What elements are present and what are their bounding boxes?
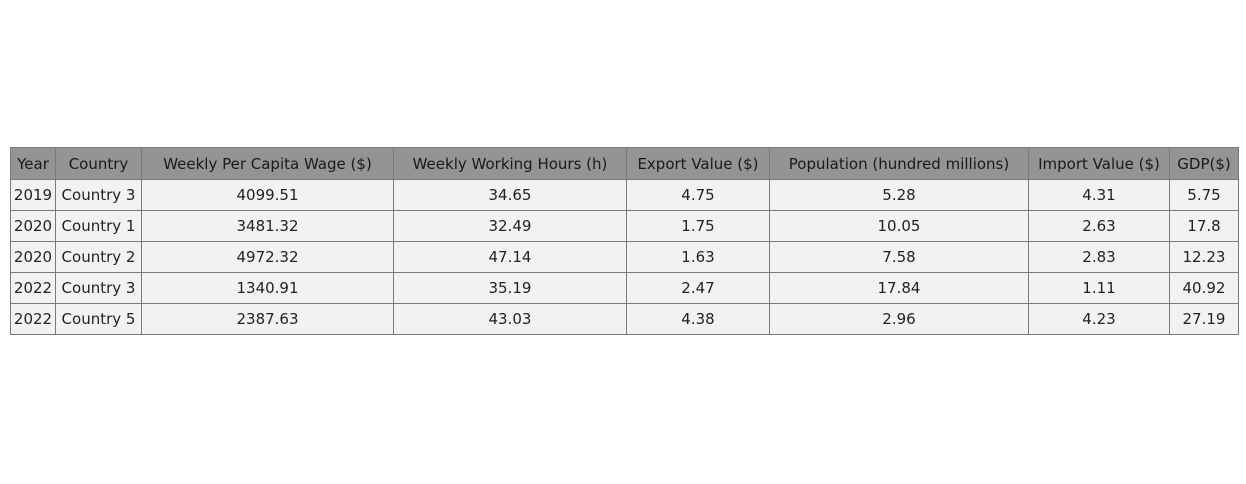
table-row: 2019 Country 3 4099.51 34.65 4.75 5.28 4.31 5.7… — [10, 179, 1239, 211]
table-cell-gdp: 27.19 — [1169, 303, 1239, 335]
column-header-weekly-wage: Weekly Per Capita Wage ($) — [141, 147, 394, 180]
table-cell-year: 2020 — [10, 210, 56, 242]
table-cell-country: Country 3 — [55, 272, 142, 304]
table-cell-population: 17.84 — [769, 272, 1029, 304]
table-cell-country: Country 2 — [55, 241, 142, 273]
table-cell-country: Country 5 — [55, 303, 142, 335]
table-cell-year: 2019 — [10, 179, 56, 211]
column-header-working-hours: Weekly Working Hours (h) — [393, 147, 627, 180]
table-cell-year: 2022 — [10, 272, 56, 304]
table-cell-weekly-wage: 4972.32 — [141, 241, 394, 273]
table-cell-country: Country 3 — [55, 179, 142, 211]
table-cell-export-value: 4.75 — [626, 179, 770, 211]
table-cell-year: 2022 — [10, 303, 56, 335]
table-cell-export-value: 1.75 — [626, 210, 770, 242]
table-cell-import-value: 4.31 — [1028, 179, 1170, 211]
column-header-import-value: Import Value ($) — [1028, 147, 1170, 180]
table-row: 2022 Country 5 2387.63 43.03 4.38 2.96 4.23 27.… — [10, 303, 1239, 335]
table-cell-export-value: 2.47 — [626, 272, 770, 304]
column-header-gdp: GDP($) — [1169, 147, 1239, 180]
table-cell-export-value: 1.63 — [626, 241, 770, 273]
table-cell-country: Country 1 — [55, 210, 142, 242]
table-cell-gdp: 40.92 — [1169, 272, 1239, 304]
table-row: 2020 Country 2 4972.32 47.14 1.63 7.58 2.83 12.… — [10, 241, 1239, 273]
table-cell-import-value: 2.83 — [1028, 241, 1170, 273]
table-row: 2020 Country 1 3481.32 32.49 1.75 10.05 2.63 17… — [10, 210, 1239, 242]
table-cell-gdp: 5.75 — [1169, 179, 1239, 211]
table-cell-population: 10.05 — [769, 210, 1029, 242]
table-cell-working-hours: 32.49 — [393, 210, 627, 242]
table-cell-gdp: 12.23 — [1169, 241, 1239, 273]
table-row: 2022 Country 3 1340.91 35.19 2.47 17.84 1.11 40… — [10, 272, 1239, 304]
table-body: 2019 Country 3 4099.51 34.65 4.75 5.28 4.31 5.7… — [10, 179, 1239, 335]
table-cell-export-value: 4.38 — [626, 303, 770, 335]
table-cell-import-value: 2.63 — [1028, 210, 1170, 242]
table-cell-year: 2020 — [10, 241, 56, 273]
column-header-export-value: Export Value ($) — [626, 147, 770, 180]
table-cell-weekly-wage: 4099.51 — [141, 179, 394, 211]
table-cell-weekly-wage: 3481.32 — [141, 210, 394, 242]
table-cell-population: 7.58 — [769, 241, 1029, 273]
table-cell-population: 2.96 — [769, 303, 1029, 335]
table-cell-working-hours: 34.65 — [393, 179, 627, 211]
table-cell-import-value: 1.11 — [1028, 272, 1170, 304]
data-table-container: Year Country Weekly Per Capita Wage ($) … — [10, 147, 1239, 335]
table-cell-weekly-wage: 2387.63 — [141, 303, 394, 335]
column-header-population: Population (hundred millions) — [769, 147, 1029, 180]
column-header-country: Country — [55, 147, 142, 180]
table-cell-working-hours: 43.03 — [393, 303, 627, 335]
table-cell-weekly-wage: 1340.91 — [141, 272, 394, 304]
table-cell-working-hours: 47.14 — [393, 241, 627, 273]
data-table: Year Country Weekly Per Capita Wage ($) … — [10, 147, 1239, 335]
table-cell-working-hours: 35.19 — [393, 272, 627, 304]
table-cell-gdp: 17.8 — [1169, 210, 1239, 242]
table-cell-import-value: 4.23 — [1028, 303, 1170, 335]
header-row: Year Country Weekly Per Capita Wage ($) … — [10, 147, 1239, 180]
table-cell-population: 5.28 — [769, 179, 1029, 211]
column-header-year: Year — [10, 147, 56, 180]
